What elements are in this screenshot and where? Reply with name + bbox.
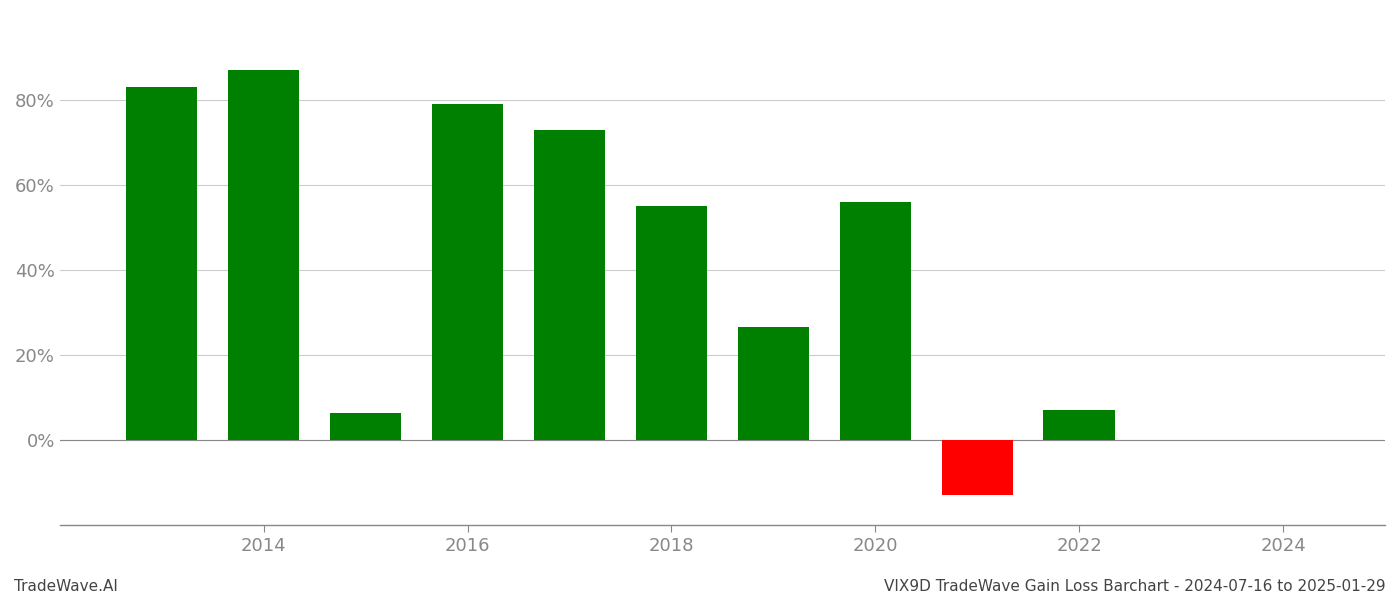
Bar	[942, 440, 1014, 496]
Text: TradeWave.AI: TradeWave.AI	[14, 579, 118, 594]
Bar	[126, 87, 197, 440]
Bar	[1043, 410, 1114, 440]
Text: VIX9D TradeWave Gain Loss Barchart - 2024-07-16 to 2025-01-29: VIX9D TradeWave Gain Loss Barchart - 202…	[885, 579, 1386, 594]
Bar	[636, 206, 707, 440]
Bar	[330, 413, 402, 440]
Bar	[431, 104, 503, 440]
Bar	[738, 328, 809, 440]
Bar	[840, 202, 911, 440]
Bar	[228, 70, 300, 440]
Bar	[533, 130, 605, 440]
